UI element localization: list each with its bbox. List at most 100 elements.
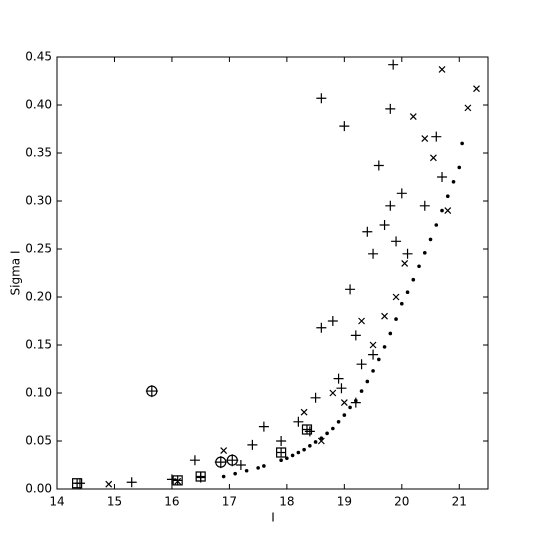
point [244,468,249,473]
point [358,317,365,325]
point [362,226,373,237]
point [368,248,379,259]
point [388,59,399,70]
point [350,397,361,408]
point [434,223,439,227]
point [327,316,338,326]
x-tick-label: 15 [107,495,122,509]
point [421,135,429,143]
point [247,439,258,450]
point [214,456,227,469]
point [385,200,396,211]
point [388,331,393,336]
point [460,141,464,146]
point [302,447,306,452]
point [296,450,301,455]
point [445,194,450,198]
point [145,385,158,398]
point [220,447,228,455]
point [400,301,404,306]
x-tick-label: 16 [164,495,179,509]
y-tick-label: 0.05 [25,434,52,448]
point [308,443,312,448]
point [381,312,388,320]
point [438,66,446,73]
point [342,413,347,417]
point [440,208,444,213]
point [396,188,407,199]
point [262,464,266,468]
point [331,426,335,431]
point [329,389,337,397]
y-tick-label: 0.35 [25,146,52,160]
point [464,104,472,112]
point [350,330,361,341]
point [419,200,430,211]
x-tick-label: 17 [222,495,237,509]
point [339,121,350,132]
point [391,236,402,247]
point [402,248,413,259]
x-axis-label: I [271,511,275,525]
point [392,293,400,301]
point [301,424,313,435]
point [359,389,364,393]
point [336,383,347,394]
plot-frame [56,56,489,490]
point [373,160,384,171]
point [195,471,206,482]
point [172,475,183,486]
y-tick-label: 0.00 [25,482,52,496]
x-tick-label: 14 [49,495,64,509]
point [382,345,387,349]
point [377,357,381,362]
point [379,220,390,230]
y-axis-label: Sigma I [9,251,23,296]
point [317,437,325,445]
point [290,453,295,458]
point [310,392,321,403]
point [437,172,448,182]
point [316,93,327,104]
point [293,416,304,427]
point [258,421,269,432]
y-tick-label: 0.40 [25,98,52,112]
point [279,458,283,463]
point [394,317,398,321]
point [369,341,377,349]
point [457,165,462,170]
point [348,405,352,410]
y-tick-label: 0.45 [25,50,52,64]
point [385,103,396,114]
point [325,431,329,436]
point [428,237,433,242]
point [316,322,327,333]
y-tick-label: 0.25 [25,242,52,256]
point [368,349,379,360]
point [233,471,237,476]
point [365,379,370,384]
point [451,179,456,184]
point [401,259,409,267]
point [417,264,421,269]
point [336,419,341,424]
point [221,474,226,479]
point [226,454,239,467]
point [72,478,83,489]
y-tick-label: 0.20 [25,290,52,304]
point [256,466,260,470]
x-tick-label: 19 [337,495,352,509]
point [333,373,344,384]
point [473,85,480,93]
point [340,399,348,407]
point [431,131,442,142]
point [345,284,356,295]
point [105,480,113,488]
point [405,290,410,294]
point [409,113,417,120]
point [313,440,318,444]
x-tick-label: 18 [279,495,294,509]
y-tick-label: 0.30 [25,194,52,208]
point [126,477,137,488]
